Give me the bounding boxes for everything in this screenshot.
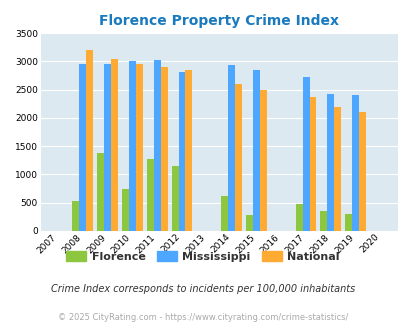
Bar xyxy=(344,214,352,231)
Bar xyxy=(185,70,192,231)
Bar xyxy=(178,72,185,231)
Bar xyxy=(295,204,302,231)
Bar xyxy=(86,50,93,231)
Bar xyxy=(160,67,167,231)
Bar xyxy=(147,159,153,231)
Bar xyxy=(252,70,259,231)
Bar xyxy=(326,93,334,231)
Bar xyxy=(221,196,228,231)
Bar xyxy=(259,89,266,231)
Bar xyxy=(358,112,365,231)
Bar xyxy=(122,188,129,231)
Bar xyxy=(245,214,252,231)
Bar xyxy=(302,77,309,231)
Bar xyxy=(111,59,118,231)
Text: Crime Index corresponds to incidents per 100,000 inhabitants: Crime Index corresponds to incidents per… xyxy=(51,284,354,294)
Bar xyxy=(72,201,79,231)
Bar xyxy=(309,97,316,231)
Bar xyxy=(129,61,136,231)
Bar xyxy=(171,166,178,231)
Bar xyxy=(334,107,341,231)
Title: Florence Property Crime Index: Florence Property Crime Index xyxy=(99,14,339,28)
Bar xyxy=(234,84,241,231)
Text: © 2025 CityRating.com - https://www.cityrating.com/crime-statistics/: © 2025 CityRating.com - https://www.city… xyxy=(58,313,347,322)
Bar xyxy=(228,65,234,231)
Bar xyxy=(79,64,86,231)
Bar xyxy=(320,211,326,231)
Bar xyxy=(97,153,104,231)
Legend: Florence, Mississippi, National: Florence, Mississippi, National xyxy=(62,247,343,266)
Bar xyxy=(153,60,160,231)
Bar xyxy=(136,64,143,231)
Bar xyxy=(104,64,111,231)
Bar xyxy=(352,95,358,231)
